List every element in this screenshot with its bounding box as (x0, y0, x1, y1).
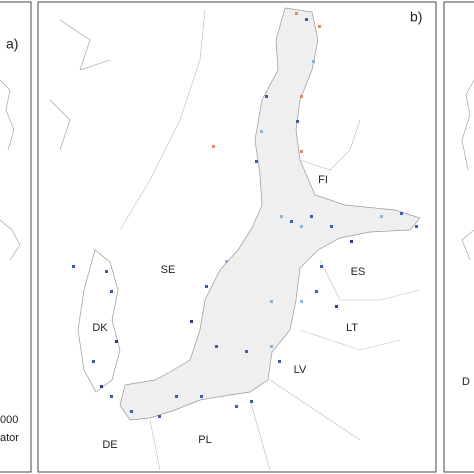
observation-point (92, 360, 95, 363)
observation-point (296, 120, 299, 123)
observation-point (350, 240, 353, 243)
observation-point (310, 215, 313, 218)
observation-point (270, 345, 273, 348)
observation-point (100, 385, 103, 388)
region-fragment: D (462, 376, 470, 388)
observation-point (330, 225, 333, 228)
observation-point (255, 160, 258, 163)
denmark (77, 249, 121, 393)
observation-point (245, 350, 248, 353)
observation-point (200, 395, 203, 398)
region-label: SE (161, 264, 176, 276)
observation-point (110, 290, 113, 293)
baltic-sea (119, 7, 421, 421)
observation-point (270, 300, 273, 303)
observation-point (300, 95, 303, 98)
panel-c-frame (443, 1, 474, 473)
region-label: DE (102, 439, 117, 451)
observation-point (110, 395, 113, 398)
observation-point (300, 150, 303, 153)
observation-point (115, 340, 118, 343)
observation-point (300, 300, 303, 303)
legend-fragment: ator (0, 432, 19, 444)
observation-point (205, 285, 208, 288)
observation-point (305, 18, 308, 21)
observation-point (335, 305, 338, 308)
coastline (0, 79, 21, 261)
observation-point (295, 12, 298, 15)
region-label: PL (198, 434, 211, 446)
observation-point (72, 265, 75, 268)
observation-point (190, 320, 193, 323)
observation-points (72, 12, 418, 418)
region-label: LT (346, 322, 358, 334)
observation-point (215, 345, 218, 348)
observation-point (158, 415, 161, 418)
observation-point (280, 215, 283, 218)
observation-point (212, 145, 215, 148)
observation-point (265, 95, 268, 98)
observation-point (278, 360, 281, 363)
observation-point (260, 130, 263, 133)
observation-point (130, 410, 133, 413)
panel-b-frame (37, 1, 437, 473)
observation-point (175, 395, 178, 398)
legend-fragment: 000 (0, 414, 18, 426)
observation-point (300, 225, 303, 228)
panel-label: a) (6, 36, 18, 52)
panel-label: b) (410, 9, 422, 25)
observation-point (312, 60, 315, 63)
observation-point (290, 220, 293, 223)
coastline (461, 79, 474, 261)
coastline (49, 19, 111, 151)
observation-point (225, 260, 228, 263)
observation-point (105, 270, 108, 273)
observation-point (320, 265, 323, 268)
observation-point (400, 212, 403, 215)
region-labels: FI SE ES LT LV DK DE PL (92, 174, 365, 451)
region-label: ES (351, 266, 366, 278)
region-label: DK (92, 322, 108, 334)
observation-point (318, 25, 321, 28)
observation-point (235, 405, 238, 408)
observation-point (315, 290, 318, 293)
border (119, 9, 421, 471)
region-label: FI (318, 174, 328, 186)
observation-point (380, 215, 383, 218)
observation-point (250, 400, 253, 403)
observation-point (415, 225, 418, 228)
region-label: LV (294, 364, 307, 376)
